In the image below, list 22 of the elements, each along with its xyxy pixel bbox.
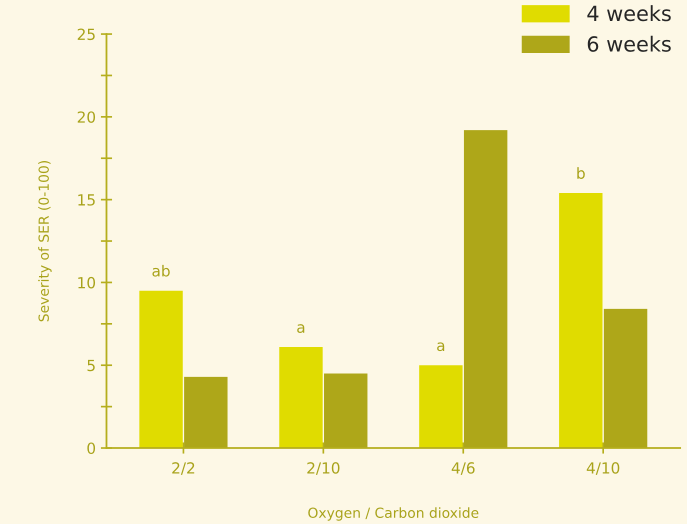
y-tick-label: 20 bbox=[78, 111, 96, 123]
annotation: a bbox=[297, 324, 304, 333]
y-tick-label: 25 bbox=[78, 28, 95, 40]
annotation: b bbox=[577, 167, 585, 179]
bar bbox=[139, 290, 183, 448]
x-tick-label: 2/10 bbox=[307, 462, 340, 475]
x-tick-label: 2/2 bbox=[172, 462, 194, 475]
x-tick-label: 4/6 bbox=[452, 462, 475, 475]
bar bbox=[279, 347, 323, 448]
annotation: a bbox=[437, 342, 444, 352]
x-tick-label: 4/10 bbox=[586, 462, 620, 475]
bar bbox=[419, 365, 463, 448]
y-axis-title: Severity of SER (0-100) bbox=[38, 161, 52, 322]
bar bbox=[559, 193, 603, 448]
x-axis-title: Oxygen / Carbon dioxide bbox=[308, 507, 478, 521]
y-tick-label: 10 bbox=[78, 276, 96, 288]
y-tick-label: 0 bbox=[87, 442, 96, 454]
y-tick-label: 15 bbox=[78, 194, 95, 206]
y-tick-label: 5 bbox=[88, 360, 95, 372]
legend-label: 4 weeks bbox=[587, 5, 671, 22]
legend-label: 6 weeks bbox=[588, 36, 671, 52]
annotation: ab bbox=[152, 264, 170, 277]
